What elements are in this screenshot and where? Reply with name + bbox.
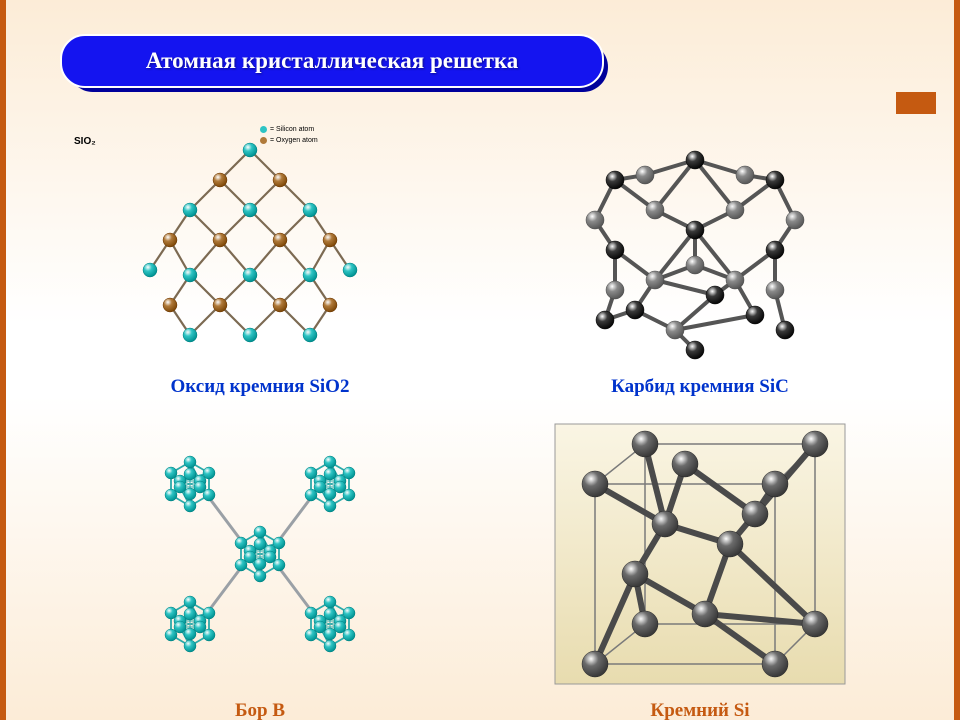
- border-right: [954, 0, 960, 720]
- diagram-boron: [120, 424, 400, 684]
- caption-sic: Карбид кремния SiC: [611, 376, 789, 398]
- cell-si: Кремний Si: [500, 414, 900, 720]
- caption-si: Кремний Si: [650, 700, 749, 720]
- border-left: [0, 0, 6, 720]
- cell-sic: Карбид кремния SiC: [500, 120, 900, 398]
- caption-sio2: Оксид кремния SiO2: [171, 376, 350, 398]
- title-banner: Атомная кристаллическая решетка: [60, 34, 600, 84]
- caption-boron: Бор B: [235, 700, 285, 720]
- diagram-grid: Оксид кремния SiO2 Карбид кремния SiC Бо…: [60, 120, 900, 690]
- slide: Атомная кристаллическая решетка SIO₂ = S…: [0, 0, 960, 720]
- cell-boron: Бор B: [60, 414, 460, 720]
- cell-sio2: Оксид кремния SiO2: [60, 120, 460, 398]
- diagram-sio2: [130, 130, 390, 360]
- accent-block: [896, 92, 936, 114]
- diagram-si: [545, 414, 855, 694]
- diagram-sic: [555, 120, 845, 370]
- title-text: Атомная кристаллическая решетка: [60, 34, 604, 88]
